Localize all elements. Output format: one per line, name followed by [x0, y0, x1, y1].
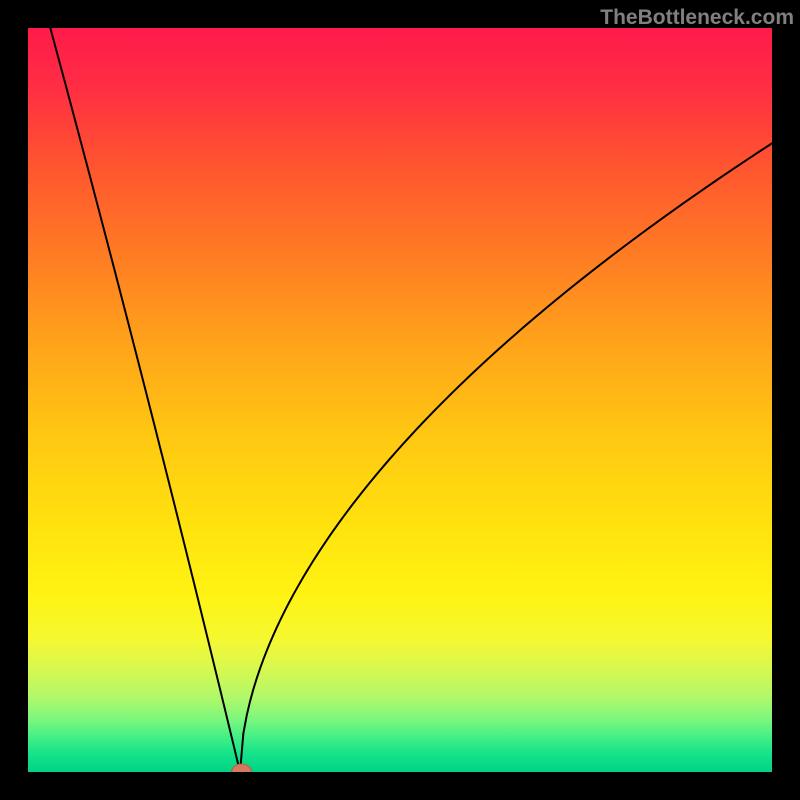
plot-svg — [28, 28, 772, 772]
gradient-background — [28, 28, 772, 772]
plot-area — [28, 28, 772, 772]
watermark-text: TheBottleneck.com — [600, 6, 794, 30]
chart-frame: TheBottleneck.com — [0, 0, 800, 800]
